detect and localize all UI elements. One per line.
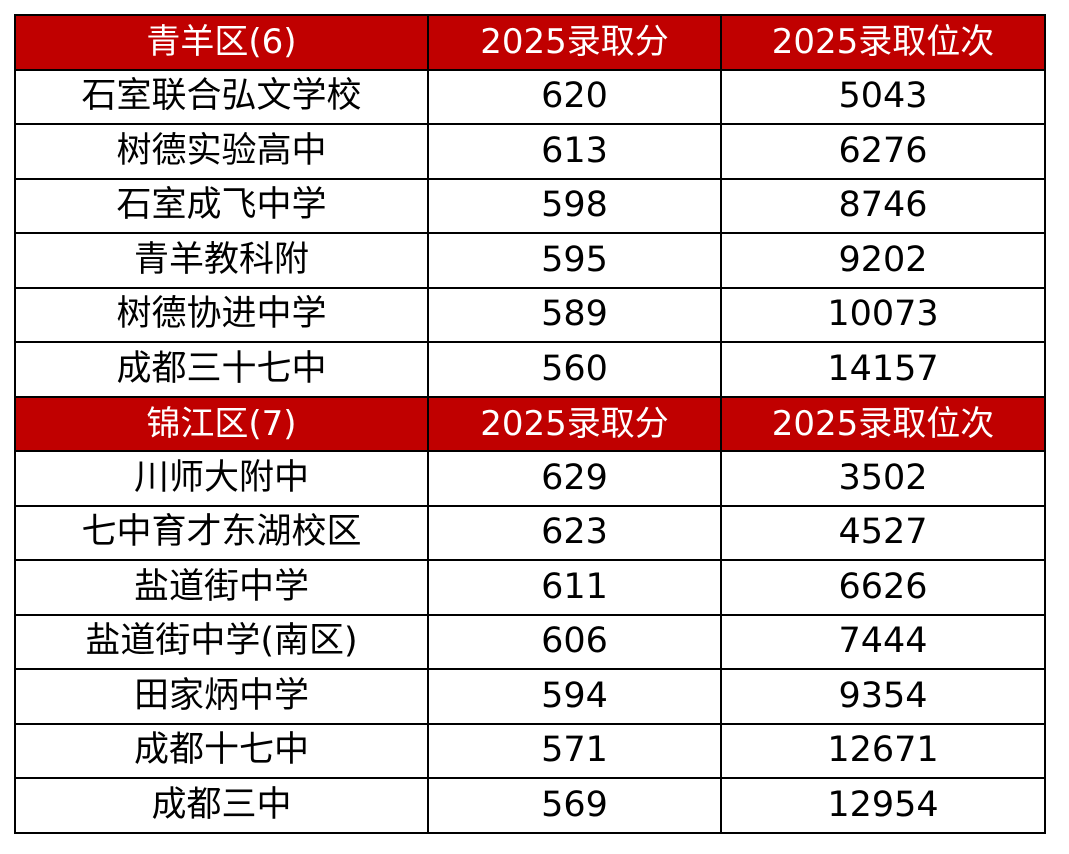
column-header-score: 2025录取分 xyxy=(427,14,722,71)
school-name: 田家炳中学 xyxy=(14,668,429,725)
admission-score: 611 xyxy=(427,559,722,616)
table-row: 成都三中 569 12954 xyxy=(14,777,1046,834)
admission-score: 571 xyxy=(427,722,722,779)
table-row: 石室联合弘文学校 620 5043 xyxy=(14,68,1046,125)
admission-rank: 9354 xyxy=(720,668,1046,725)
admission-score: 620 xyxy=(427,68,722,125)
school-name: 成都三中 xyxy=(14,777,429,834)
table-row: 树德实验高中 613 6276 xyxy=(14,123,1046,180)
school-name: 成都三十七中 xyxy=(14,341,429,398)
table-row: 盐道街中学(南区) 606 7444 xyxy=(14,613,1046,670)
table-row: 七中育才东湖校区 623 4527 xyxy=(14,504,1046,561)
school-name: 盐道街中学(南区) xyxy=(14,613,429,670)
school-name: 树德协进中学 xyxy=(14,286,429,343)
admission-rank: 14157 xyxy=(720,341,1046,398)
table-row: 田家炳中学 594 9354 xyxy=(14,668,1046,725)
admission-table: 青羊区(6) 2025录取分 2025录取位次 石室联合弘文学校 620 504… xyxy=(14,14,1046,834)
admission-score: 595 xyxy=(427,232,722,289)
admission-rank: 6626 xyxy=(720,559,1046,616)
table-row: 青羊教科附 595 9202 xyxy=(14,232,1046,289)
column-header-score: 2025录取分 xyxy=(427,395,722,452)
table-row: 树德协进中学 589 10073 xyxy=(14,286,1046,343)
section-header-qingyang: 青羊区(6) 2025录取分 2025录取位次 xyxy=(14,14,1046,71)
admission-score: 629 xyxy=(427,450,722,507)
admission-score: 589 xyxy=(427,286,722,343)
school-name: 成都十七中 xyxy=(14,722,429,779)
admission-rank: 9202 xyxy=(720,232,1046,289)
admission-score: 623 xyxy=(427,504,722,561)
column-header-rank: 2025录取位次 xyxy=(720,395,1046,452)
school-name: 七中育才东湖校区 xyxy=(14,504,429,561)
admission-rank: 7444 xyxy=(720,613,1046,670)
admission-score: 569 xyxy=(427,777,722,834)
admission-rank: 4527 xyxy=(720,504,1046,561)
admission-score: 613 xyxy=(427,123,722,180)
admission-rank: 10073 xyxy=(720,286,1046,343)
table-row: 川师大附中 629 3502 xyxy=(14,450,1046,507)
admission-rank: 3502 xyxy=(720,450,1046,507)
admission-rank: 6276 xyxy=(720,123,1046,180)
school-name: 树德实验高中 xyxy=(14,123,429,180)
admission-score: 594 xyxy=(427,668,722,725)
admission-score: 598 xyxy=(427,177,722,234)
section-header-jinjiang: 锦江区(7) 2025录取分 2025录取位次 xyxy=(14,395,1046,452)
table-row: 石室成飞中学 598 8746 xyxy=(14,177,1046,234)
table-row: 盐道街中学 611 6626 xyxy=(14,559,1046,616)
school-name: 青羊教科附 xyxy=(14,232,429,289)
school-name: 川师大附中 xyxy=(14,450,429,507)
column-header-rank: 2025录取位次 xyxy=(720,14,1046,71)
admission-rank: 12671 xyxy=(720,722,1046,779)
district-name: 青羊区(6) xyxy=(14,14,429,71)
admission-score: 560 xyxy=(427,341,722,398)
admission-rank: 5043 xyxy=(720,68,1046,125)
admission-rank: 12954 xyxy=(720,777,1046,834)
district-name: 锦江区(7) xyxy=(14,395,429,452)
table-row: 成都三十七中 560 14157 xyxy=(14,341,1046,398)
table-row: 成都十七中 571 12671 xyxy=(14,722,1046,779)
admission-score: 606 xyxy=(427,613,722,670)
school-name: 盐道街中学 xyxy=(14,559,429,616)
school-name: 石室成飞中学 xyxy=(14,177,429,234)
admission-rank: 8746 xyxy=(720,177,1046,234)
school-name: 石室联合弘文学校 xyxy=(14,68,429,125)
